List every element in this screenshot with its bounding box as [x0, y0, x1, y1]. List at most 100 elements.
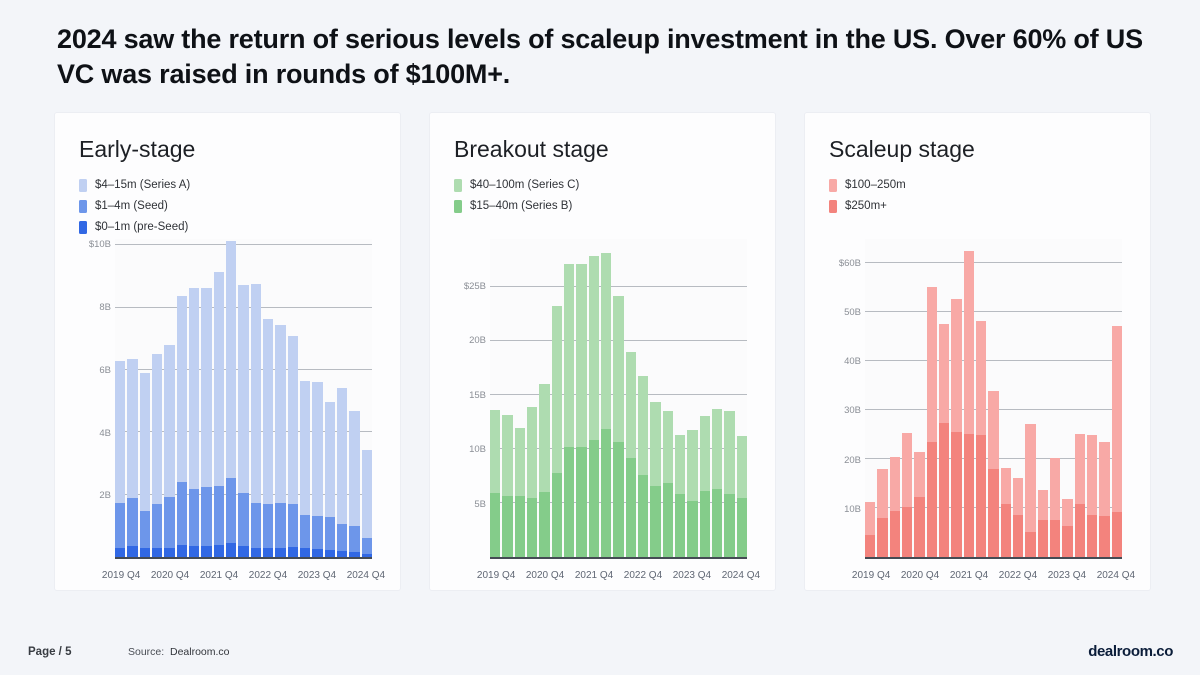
bar-segment [151, 504, 163, 548]
y-axis-tick-label: 10B [844, 503, 861, 515]
bar-segment [988, 468, 999, 557]
plot-breakout-stage: $25B 20B 15B 10B 5B 2019 Q4 2020 Q4 2021 Q4 2022… [454, 239, 760, 585]
bar-2021-Q4 [963, 239, 974, 557]
bar-segment [1086, 434, 1098, 516]
bar-2022-Q3 [250, 239, 261, 557]
bar-segment [1012, 514, 1024, 557]
bar-2021-Q2 [188, 239, 200, 557]
bar-segment [127, 546, 138, 557]
bar-segment [514, 496, 525, 557]
bar-segment [176, 296, 187, 483]
bar-segment [963, 250, 974, 434]
bars-container [490, 239, 747, 557]
legend-item: $15–40m (Series B) [454, 196, 751, 216]
y-axis-tick-label: 40B [844, 356, 861, 368]
y-axis-tick-label: $60B [838, 257, 861, 269]
bar-segment [164, 497, 175, 548]
bar-segment [588, 440, 599, 557]
bar-segment [176, 544, 187, 557]
bar-segment [1111, 512, 1122, 557]
bar-segment [711, 488, 723, 557]
bar-segment [1000, 468, 1011, 504]
chart-card-early-stage: Early-stage $4–15m (Series A) $1–4m (Seed… [55, 113, 400, 590]
bar-segment [526, 497, 538, 557]
bar-segment [600, 253, 612, 430]
bar-2021-Q3 [951, 239, 962, 557]
x-axis-tick-label: 2019 Q4 [851, 570, 891, 581]
plot-area [490, 239, 747, 559]
legend-swatch-icon [79, 178, 87, 192]
bar-segment [724, 494, 735, 557]
bar-segment [963, 433, 974, 557]
legend-label: $15–40m (Series B) [470, 200, 573, 212]
bar-2022-Q4 [1012, 239, 1024, 557]
x-axis-tick-label: 2024 Q4 [721, 570, 761, 581]
legend-swatch-icon [829, 178, 837, 192]
bar-2019-Q4 [115, 239, 126, 557]
chart-title-breakout-stage: Breakout stage [454, 136, 609, 162]
bar-2020-Q2 [139, 239, 150, 557]
x-axis-tick-label: 2024 Q4 [1096, 570, 1136, 581]
bar-2024-Q1 [1074, 239, 1085, 557]
bar-segment [127, 359, 138, 499]
bar-segment [637, 376, 649, 475]
bar-segment [201, 487, 212, 547]
y-axis-tick-label: 8B [99, 302, 111, 314]
bar-segment [213, 545, 224, 557]
x-axis-tick-label: 2022 Q4 [998, 570, 1038, 581]
x-axis-tick-label: 2022 Q4 [623, 570, 663, 581]
bar-2024-Q3 [1099, 239, 1110, 557]
plot-area [865, 239, 1122, 559]
bar-segment [324, 402, 335, 518]
bar-segment [502, 496, 513, 557]
plot-area [115, 239, 372, 559]
bar-segment [699, 491, 710, 557]
bar-segment [250, 547, 261, 557]
bar-segment [901, 433, 913, 508]
bar-2020-Q1 [127, 239, 138, 557]
x-axis-tick-label: 2021 Q4 [574, 570, 614, 581]
bar-2022-Q1 [600, 239, 612, 557]
bar-segment [650, 485, 661, 557]
bar-segment [625, 457, 636, 557]
bar-segment [151, 547, 163, 557]
bar-segment [502, 415, 513, 497]
bar-segment [975, 320, 987, 435]
legend-item: $40–100m (Series C) [454, 175, 751, 195]
bar-2020-Q3 [526, 239, 538, 557]
bar-segment [588, 256, 599, 441]
page-number: Page / 5 [28, 646, 72, 658]
y-axis-tick-label: 15B [469, 389, 486, 401]
bar-segment [613, 442, 624, 557]
bar-2021-Q3 [576, 239, 587, 557]
bar-segment [637, 474, 649, 557]
bar-segment [1074, 503, 1085, 557]
bar-segment [213, 486, 224, 546]
plot-early-stage: $10B 8B 6B 4B 2B 2019 Q4 2020 Q4 2021 Q4 2022 Q4… [79, 239, 385, 585]
legend-item: $100–250m [829, 175, 1126, 195]
bar-segment [1012, 478, 1024, 515]
bar-segment [127, 498, 138, 547]
bar-segment [361, 554, 372, 557]
bar-2023-Q1 [650, 239, 661, 557]
bar-segment [1062, 498, 1073, 527]
bar-segment [201, 546, 212, 557]
bar-segment [1025, 531, 1036, 557]
bar-2020-Q3 [151, 239, 163, 557]
bar-segment [877, 468, 888, 518]
bar-segment [975, 434, 987, 557]
bar-2023-Q1 [1025, 239, 1036, 557]
bar-segment [1037, 520, 1048, 557]
bar-2022-Q1 [975, 239, 987, 557]
x-axis-tick-label: 2023 Q4 [672, 570, 712, 581]
bar-2024-Q1 [324, 239, 335, 557]
bar-segment [299, 515, 311, 549]
bar-2023-Q3 [1049, 239, 1061, 557]
legend-breakout-stage: $40–100m (Series C) $15–40m (Series B) [454, 175, 751, 239]
gridline [865, 360, 1122, 362]
bar-segment [625, 351, 636, 458]
bar-segment [164, 547, 175, 557]
bar-segment [324, 517, 335, 550]
bar-2021-Q1 [551, 239, 562, 557]
bar-2024-Q4 [361, 239, 372, 557]
